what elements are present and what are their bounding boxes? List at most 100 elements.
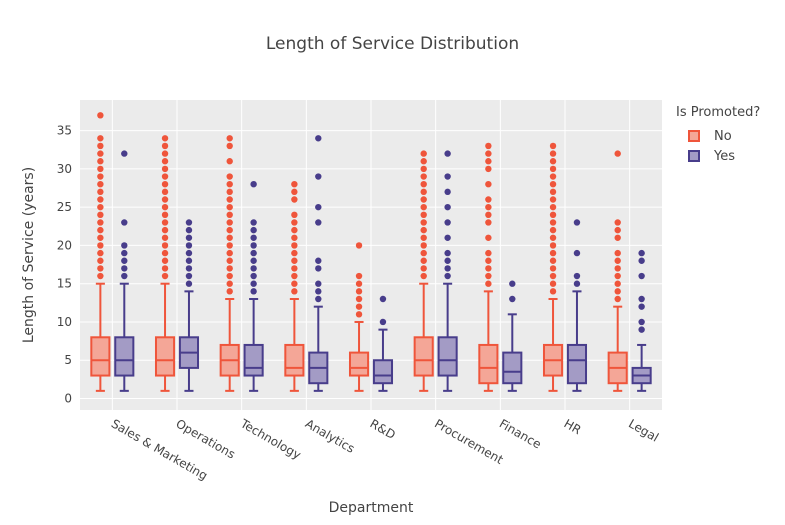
outlier-point	[226, 288, 233, 295]
legend-swatch-no	[688, 130, 700, 142]
outlier-point	[226, 234, 233, 241]
legend-item-yes[interactable]: Yes	[688, 146, 760, 166]
outlier-point	[226, 173, 233, 180]
outlier-point	[573, 249, 581, 257]
outlier-point	[638, 318, 645, 326]
outlier-point	[161, 242, 169, 249]
outlier-point	[97, 265, 104, 272]
outlier-point	[509, 295, 516, 303]
outlier-point	[291, 249, 298, 257]
outlier-point	[291, 280, 298, 287]
outlier-point	[614, 234, 621, 241]
box-no-6	[478, 142, 499, 392]
box-no-5	[413, 150, 434, 392]
legend-label-yes: Yes	[714, 148, 735, 164]
legend-swatch-yes	[688, 150, 700, 162]
outlier-point	[549, 211, 557, 219]
outlier-point	[355, 295, 363, 303]
outlier-point	[291, 196, 298, 203]
outlier-point	[161, 188, 169, 196]
y-tick-label: 35	[57, 124, 72, 138]
outlier-point	[444, 173, 451, 180]
outlier-point	[509, 280, 516, 287]
outlier-point	[420, 173, 427, 180]
outlier-point	[485, 196, 492, 203]
outlier-point	[226, 265, 233, 272]
outlier-point	[250, 265, 257, 272]
outlier-point	[97, 272, 104, 280]
outlier-point	[420, 265, 427, 272]
outlier-point	[161, 158, 169, 165]
outlier-point	[420, 272, 427, 280]
iqr-box	[114, 336, 135, 377]
iqr-box	[284, 343, 305, 377]
outlier-point	[121, 257, 128, 264]
outlier-point	[97, 158, 104, 165]
outlier-point	[638, 249, 645, 257]
outlier-point	[161, 257, 169, 264]
outlier-point	[97, 180, 104, 188]
outlier-point	[444, 150, 451, 157]
outlier-point	[379, 318, 387, 326]
outlier-point	[97, 188, 104, 196]
x-tick-label: Procurement	[432, 416, 506, 467]
outlier-point	[420, 203, 427, 211]
outlier-point	[97, 196, 104, 203]
outlier-point	[250, 257, 257, 264]
y-tick-label: 5	[64, 353, 72, 367]
outlier-point	[161, 219, 169, 226]
outlier-point	[226, 257, 233, 264]
outlier-point	[315, 295, 322, 303]
x-tick-label: Analytics	[303, 416, 357, 455]
outlier-point	[549, 142, 557, 150]
outlier-point	[161, 142, 169, 150]
outlier-point	[485, 165, 492, 173]
outlier-point	[250, 288, 257, 295]
outlier-point	[638, 272, 645, 280]
outlier-point	[549, 288, 557, 295]
legend-item-no[interactable]: No	[688, 126, 760, 146]
outlier-point	[549, 158, 557, 165]
outlier-point	[444, 257, 451, 264]
outlier-point	[185, 280, 193, 287]
outlier-point	[161, 135, 169, 142]
box-no-7	[542, 142, 564, 392]
outlier-point	[549, 219, 557, 226]
outlier-point	[161, 150, 169, 157]
outlier-point	[185, 265, 193, 272]
outlier-point	[485, 180, 492, 188]
outlier-point	[573, 272, 581, 280]
outlier-point	[250, 180, 257, 188]
outlier-point	[549, 242, 557, 249]
outlier-point	[573, 280, 581, 287]
outlier-point	[315, 219, 322, 226]
outlier-point	[97, 142, 104, 150]
legend-title: Is Promoted?	[676, 105, 761, 120]
outlier-point	[485, 211, 492, 219]
outlier-point	[485, 150, 492, 157]
box-yes-5	[437, 150, 458, 392]
outlier-point	[315, 257, 322, 264]
outlier-point	[226, 272, 233, 280]
outlier-point	[97, 203, 104, 211]
iqr-box	[372, 359, 394, 385]
outlier-point	[121, 265, 128, 272]
outlier-point	[226, 203, 233, 211]
outlier-point	[226, 142, 233, 150]
outlier-point	[226, 180, 233, 188]
outlier-point	[161, 249, 169, 257]
iqr-box	[478, 343, 499, 385]
outlier-point	[161, 203, 169, 211]
iqr-box	[90, 336, 111, 377]
outlier-point	[420, 165, 427, 173]
outlier-point	[420, 180, 427, 188]
outlier-point	[97, 112, 104, 119]
box-yes-4	[372, 295, 394, 392]
outlier-point	[485, 142, 492, 150]
outlier-point	[485, 272, 492, 280]
outlier-point	[420, 226, 427, 234]
box-yes-0	[114, 150, 135, 392]
box-no-0	[90, 112, 111, 392]
outlier-point	[485, 158, 492, 165]
outlier-point	[549, 180, 557, 188]
